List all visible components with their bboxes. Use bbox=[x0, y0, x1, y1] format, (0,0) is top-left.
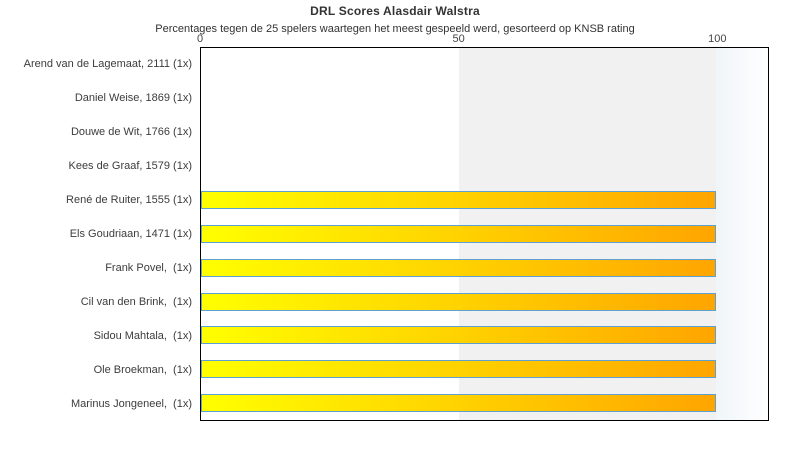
chart-row bbox=[201, 48, 768, 82]
row-label: Kees de Graaf, 1579 (1x) bbox=[68, 160, 192, 172]
row-label: Marinus Jongeneel, (1x) bbox=[70, 398, 192, 410]
bar bbox=[201, 258, 717, 277]
bar bbox=[201, 224, 717, 243]
row-label: Ole Broekman, (1x) bbox=[93, 364, 192, 376]
fade-band bbox=[716, 48, 768, 420]
chart-row bbox=[201, 352, 768, 386]
chart-row bbox=[201, 183, 768, 217]
chart-row bbox=[201, 217, 768, 251]
x-tick-label: 0 bbox=[196, 33, 204, 45]
row-label: Cil van den Brink, (1x) bbox=[80, 296, 192, 308]
x-tick-label: 50 bbox=[452, 33, 465, 45]
chart-row bbox=[201, 149, 768, 183]
chart-title: DRL Scores Alasdair Walstra bbox=[310, 4, 480, 18]
row-label: Daniel Weise, 1869 (1x) bbox=[74, 92, 192, 104]
x-axis-ticks: 0 50 100 bbox=[196, 33, 769, 46]
chart-row bbox=[201, 319, 768, 353]
chart-row bbox=[201, 285, 768, 319]
row-label: Arend van de Lagemaat, 2111 (1x) bbox=[23, 58, 192, 70]
x-tick-label: 100 bbox=[708, 33, 727, 45]
row-label: Douwe de Wit, 1766 (1x) bbox=[70, 126, 192, 138]
row-label: Els Goudriaan, 1471 (1x) bbox=[69, 228, 192, 240]
bar bbox=[201, 292, 717, 311]
chart-row bbox=[201, 116, 768, 150]
chart-row bbox=[201, 82, 768, 116]
bar bbox=[201, 394, 717, 413]
row-label: Frank Povel, (1x) bbox=[105, 262, 192, 274]
bar bbox=[201, 326, 717, 345]
row-label: Sidou Mahtala, (1x) bbox=[93, 330, 192, 342]
y-axis-labels: Arend van de Lagemaat, 2111 (1x) Daniel W… bbox=[0, 47, 192, 421]
chart-row bbox=[201, 251, 768, 285]
chart-row bbox=[201, 386, 768, 420]
chart-subtitle: Percentages tegen de 25 spelers waartege… bbox=[155, 23, 635, 35]
plot-area bbox=[200, 47, 769, 421]
bar bbox=[201, 191, 717, 210]
chart-rows bbox=[201, 48, 768, 420]
row-label: René de Ruiter, 1555 (1x) bbox=[66, 194, 192, 206]
bar bbox=[201, 360, 717, 379]
